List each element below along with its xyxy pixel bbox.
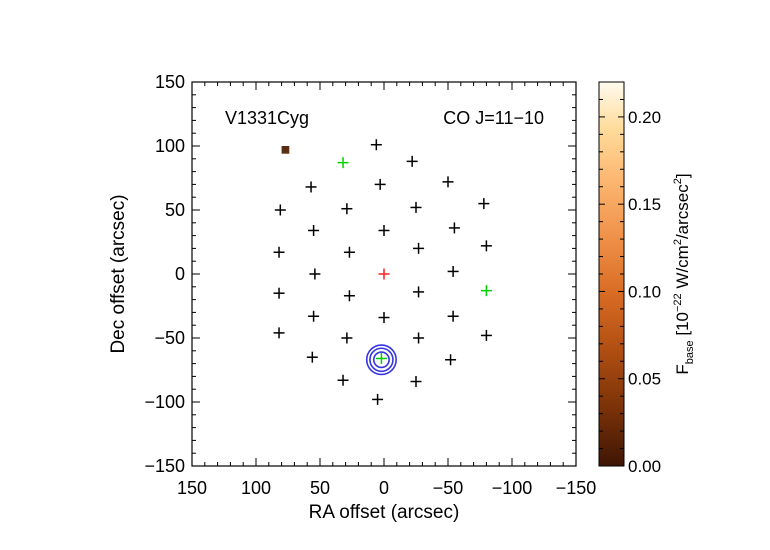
center-marker bbox=[378, 268, 390, 280]
spaxel-marker bbox=[413, 286, 425, 298]
spaxel-marker bbox=[337, 374, 349, 386]
colorbar-tick-label: 0.15 bbox=[628, 195, 661, 214]
x-tick-label: 150 bbox=[177, 478, 207, 498]
spaxel-marker bbox=[309, 268, 321, 280]
x-tick-label: 0 bbox=[379, 478, 389, 498]
spaxel-marker bbox=[306, 351, 318, 363]
colorbar-tick-label: 0.10 bbox=[628, 282, 661, 301]
spaxel-marker bbox=[374, 178, 386, 190]
spaxel-marker bbox=[341, 203, 353, 215]
y-tick-label: 150 bbox=[155, 72, 185, 92]
spaxel-marker bbox=[308, 224, 320, 236]
flux-map bbox=[281, 146, 290, 154]
x-axis-label: RA offset (arcsec) bbox=[309, 502, 460, 523]
x-tick-label: −50 bbox=[433, 478, 464, 498]
spaxel-marker bbox=[378, 312, 390, 324]
spaxel-marker bbox=[273, 246, 285, 258]
y-tick-label: 50 bbox=[165, 200, 185, 220]
spaxel-markers bbox=[273, 139, 492, 405]
colorbar bbox=[599, 82, 624, 466]
x-axis-ticks: 150 100 50 0 −50 −100 −150 bbox=[177, 82, 596, 498]
green-marker bbox=[337, 157, 349, 169]
colorbar-tick-label: 0.20 bbox=[628, 108, 661, 127]
contour-ring bbox=[372, 351, 390, 369]
green-marker bbox=[375, 352, 387, 364]
colorbar-label: Fbase [10−22 W/cm2/arcsec2] bbox=[672, 173, 696, 374]
spaxel-marker bbox=[341, 332, 353, 344]
x-tick-label: 50 bbox=[310, 478, 330, 498]
spaxel-marker bbox=[305, 181, 317, 193]
spaxel-marker bbox=[413, 332, 425, 344]
y-tick-label: 0 bbox=[175, 264, 185, 284]
spaxel-marker bbox=[445, 354, 457, 366]
colorbar-ticks: 0.00 0.05 0.10 0.15 0.20 bbox=[599, 98, 661, 476]
colorbar-tick-label: 0.05 bbox=[628, 370, 661, 389]
y-axis-label: Dec offset (arcsec) bbox=[108, 194, 129, 353]
spaxel-marker bbox=[273, 287, 285, 299]
spaxel-marker bbox=[447, 265, 459, 277]
y-tick-label: −50 bbox=[154, 328, 185, 348]
contour-ring bbox=[369, 347, 394, 373]
spaxel-marker bbox=[406, 155, 418, 167]
contour-ring bbox=[365, 344, 397, 376]
spaxel-marker bbox=[413, 242, 425, 254]
y-tick-label: 100 bbox=[155, 136, 185, 156]
colorbar-tick-label: 0.00 bbox=[628, 457, 661, 476]
spaxel-marker bbox=[370, 139, 382, 151]
dark-corner-pixel bbox=[281, 146, 290, 154]
spaxel-marker bbox=[343, 246, 355, 258]
spaxel-marker bbox=[308, 310, 320, 322]
spaxel-marker bbox=[442, 176, 454, 188]
spaxel-marker bbox=[447, 310, 459, 322]
spaxel-marker bbox=[478, 198, 490, 210]
spaxel-marker bbox=[274, 204, 286, 216]
spaxel-marker bbox=[378, 224, 390, 236]
x-tick-label: 100 bbox=[241, 478, 271, 498]
source-contours bbox=[365, 344, 397, 376]
y-axis-ticks: −150 −100 −50 0 50 100 150 bbox=[144, 72, 576, 476]
spaxel-marker bbox=[448, 222, 460, 234]
spaxel-marker bbox=[372, 393, 384, 405]
source-name-label: V1331Cyg bbox=[225, 108, 309, 128]
y-tick-label: −100 bbox=[144, 392, 185, 412]
green-marker bbox=[480, 285, 492, 297]
spaxel-marker bbox=[480, 329, 492, 341]
x-tick-label: −100 bbox=[492, 478, 533, 498]
line-transition-label: CO J=11−10 bbox=[443, 108, 544, 128]
spaxel-marker bbox=[273, 327, 285, 339]
spaxel-marker bbox=[410, 201, 422, 213]
spaxel-marker bbox=[410, 376, 422, 388]
spaxel-marker bbox=[480, 240, 492, 252]
x-tick-label: −150 bbox=[556, 478, 597, 498]
y-tick-label: −150 bbox=[144, 456, 185, 476]
spaxel-marker bbox=[343, 290, 355, 302]
